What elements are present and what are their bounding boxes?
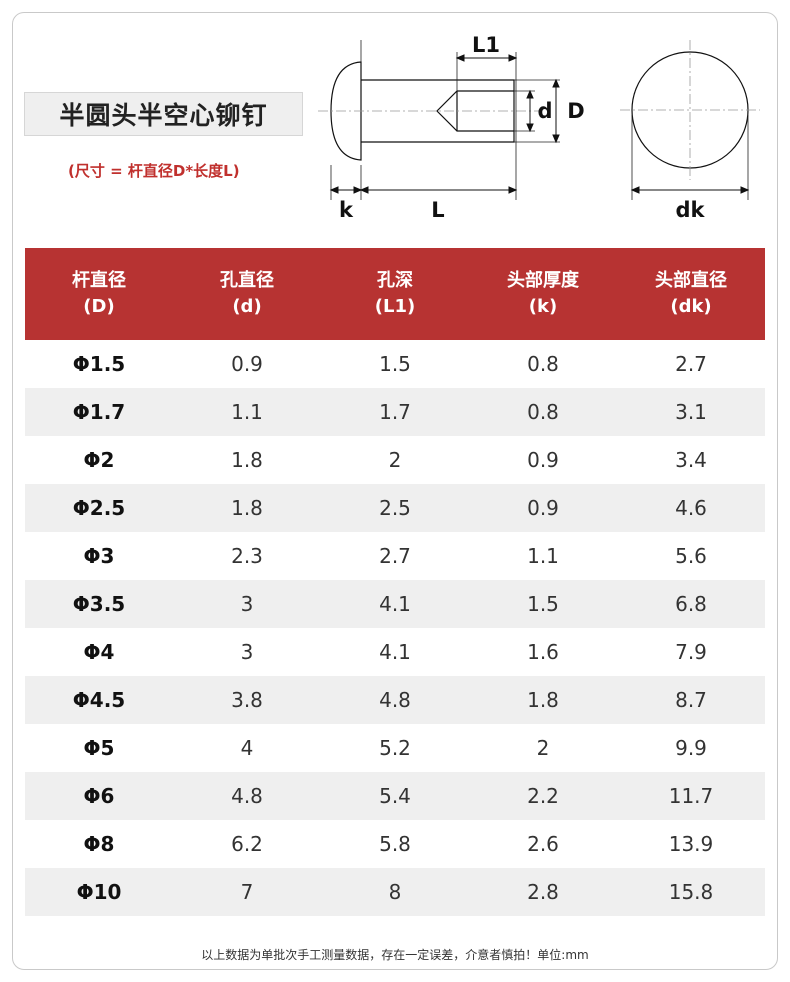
table-row: Φ2 1.8 2 0.9 3.4 [83, 448, 707, 472]
label-D: D [567, 99, 584, 123]
rivet-bore-shape [436, 90, 514, 132]
label-k: k [339, 198, 354, 222]
header-head-thickness: 头部厚度 (k) [507, 270, 579, 317]
table-row: Φ6 4.8 5.4 2.2 11.7 [25, 772, 765, 820]
header-hole-depth: 孔深 (L1) [374, 270, 416, 317]
size-note: (尺寸 = 杆直径D*长度L) [68, 162, 240, 180]
table-row: Φ8 6.2 5.8 2.6 13.9 [83, 832, 714, 856]
table-row: Φ2.5 1.8 2.5 0.9 4.6 [25, 484, 765, 532]
table-row: Φ3 2.3 2.7 1.1 5.6 [83, 544, 707, 568]
table-row: Φ1.7 1.1 1.7 0.8 3.1 [25, 388, 765, 436]
header-head-diameter: 头部直径 (dk) [655, 270, 727, 317]
table-row: Φ3.5 3 4.1 1.5 6.8 [25, 580, 765, 628]
page-title: 半圆头半空心铆钉 [24, 92, 303, 136]
label-dk: dk [676, 198, 706, 222]
label-L: L [431, 198, 444, 222]
label-d: d [537, 99, 552, 123]
page-frame [12, 12, 778, 970]
table-row: Φ5 4 5.2 2 9.9 [83, 736, 707, 760]
table-row: Φ1.5 0.9 1.5 0.8 2.7 [72, 352, 707, 376]
header-shank-diameter: 杆直径 (D) [72, 270, 126, 317]
table-header-row: 杆直径 (D) 孔直径 (d) 孔深 (L1) 头部厚度 (k) 头部直径 (dk) [25, 248, 765, 340]
table-row: Φ10 7 8 2.8 15.8 [25, 868, 765, 916]
rivet-diagram: L1 d D k L dk [318, 33, 760, 222]
footnote: 以上数据为单批次手工测量数据，存在一定误差，介意者慎拍！单位:mm [201, 948, 589, 962]
rivet-shank-shape [361, 79, 515, 143]
table-row: Φ4.5 3.8 4.8 1.8 8.7 [25, 676, 765, 724]
table-row: Φ4 3 4.1 1.6 7.9 [83, 640, 707, 664]
label-l1: L1 [472, 33, 500, 57]
header-hole-diameter: 孔直径 (d) [220, 270, 274, 317]
spec-table: 杆直径 (D) 孔直径 (d) 孔深 (L1) 头部厚度 (k) 头部直径 (dk) Φ1… [25, 248, 765, 916]
